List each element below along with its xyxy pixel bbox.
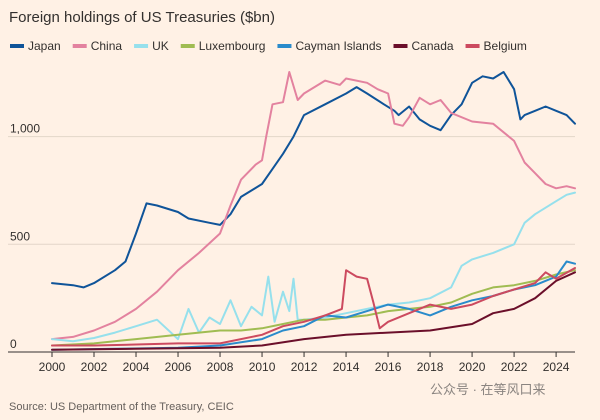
legend-swatch-japan	[10, 44, 24, 48]
series-line-luxembourg	[51, 269, 576, 347]
x-tick-label: 2024	[543, 360, 570, 374]
legend-label-luxembourg: Luxembourg	[199, 39, 266, 53]
y-tick-label: 500	[10, 229, 30, 243]
legend-label-japan: Japan	[28, 39, 61, 53]
source-note: Source: US Department of the Treasury, C…	[9, 401, 234, 413]
x-axis-ticks: 2000 2002 2004 2006 2008 2010 2012 2014 2016 2018…	[39, 352, 570, 374]
x-tick-label: 2012	[291, 360, 318, 374]
series-line-japan	[51, 71, 576, 289]
watermark: 公众号 · 在等风口来	[430, 382, 546, 397]
series-line-belgium	[51, 267, 576, 347]
legend-swatch-canada	[393, 44, 408, 48]
x-tick-label: 2006	[165, 360, 192, 374]
legend-label-cayman-islands: Cayman Islands	[295, 39, 381, 53]
x-tick-label: 2010	[249, 360, 276, 374]
legend-swatch-cayman-islands	[277, 44, 292, 48]
gridlines	[8, 136, 575, 245]
series-lines	[51, 71, 576, 351]
legend-label-canada: Canada	[412, 39, 454, 53]
x-tick-label: 2020	[459, 360, 486, 374]
legend-swatch-belgium	[465, 44, 480, 48]
legend-label-china: China	[91, 39, 123, 53]
x-tick-label: 2018	[417, 360, 444, 374]
chart-title: Foreign holdings of US Treasuries ($bn)	[9, 9, 275, 26]
x-tick-label: 2000	[39, 360, 66, 374]
legend-swatch-china	[72, 44, 87, 48]
legend-swatch-luxembourg	[180, 44, 195, 48]
x-tick-label: 2022	[501, 360, 528, 374]
x-tick-label: 2016	[375, 360, 402, 374]
legend-swatch-uk	[134, 44, 149, 48]
x-tick-label: 2002	[81, 360, 108, 374]
y-tick-label: 0	[10, 337, 17, 351]
x-tick-label: 2004	[123, 360, 150, 374]
y-tick-label: 1,000	[10, 122, 40, 136]
series-line-cayman-islands	[51, 260, 576, 351]
series-line-china	[51, 71, 576, 341]
series-line-canada	[51, 271, 576, 351]
legend-label-uk: UK	[152, 39, 169, 53]
x-tick-label: 2008	[207, 360, 234, 374]
legend: Japan China UK Luxembourg Cayman Islands Cana…	[10, 39, 527, 53]
x-tick-label: 2014	[333, 360, 360, 374]
legend-label-belgium: Belgium	[484, 39, 527, 53]
series-line-uk	[51, 191, 576, 343]
y-axis-ticks: 0 500 1,000	[10, 122, 40, 351]
